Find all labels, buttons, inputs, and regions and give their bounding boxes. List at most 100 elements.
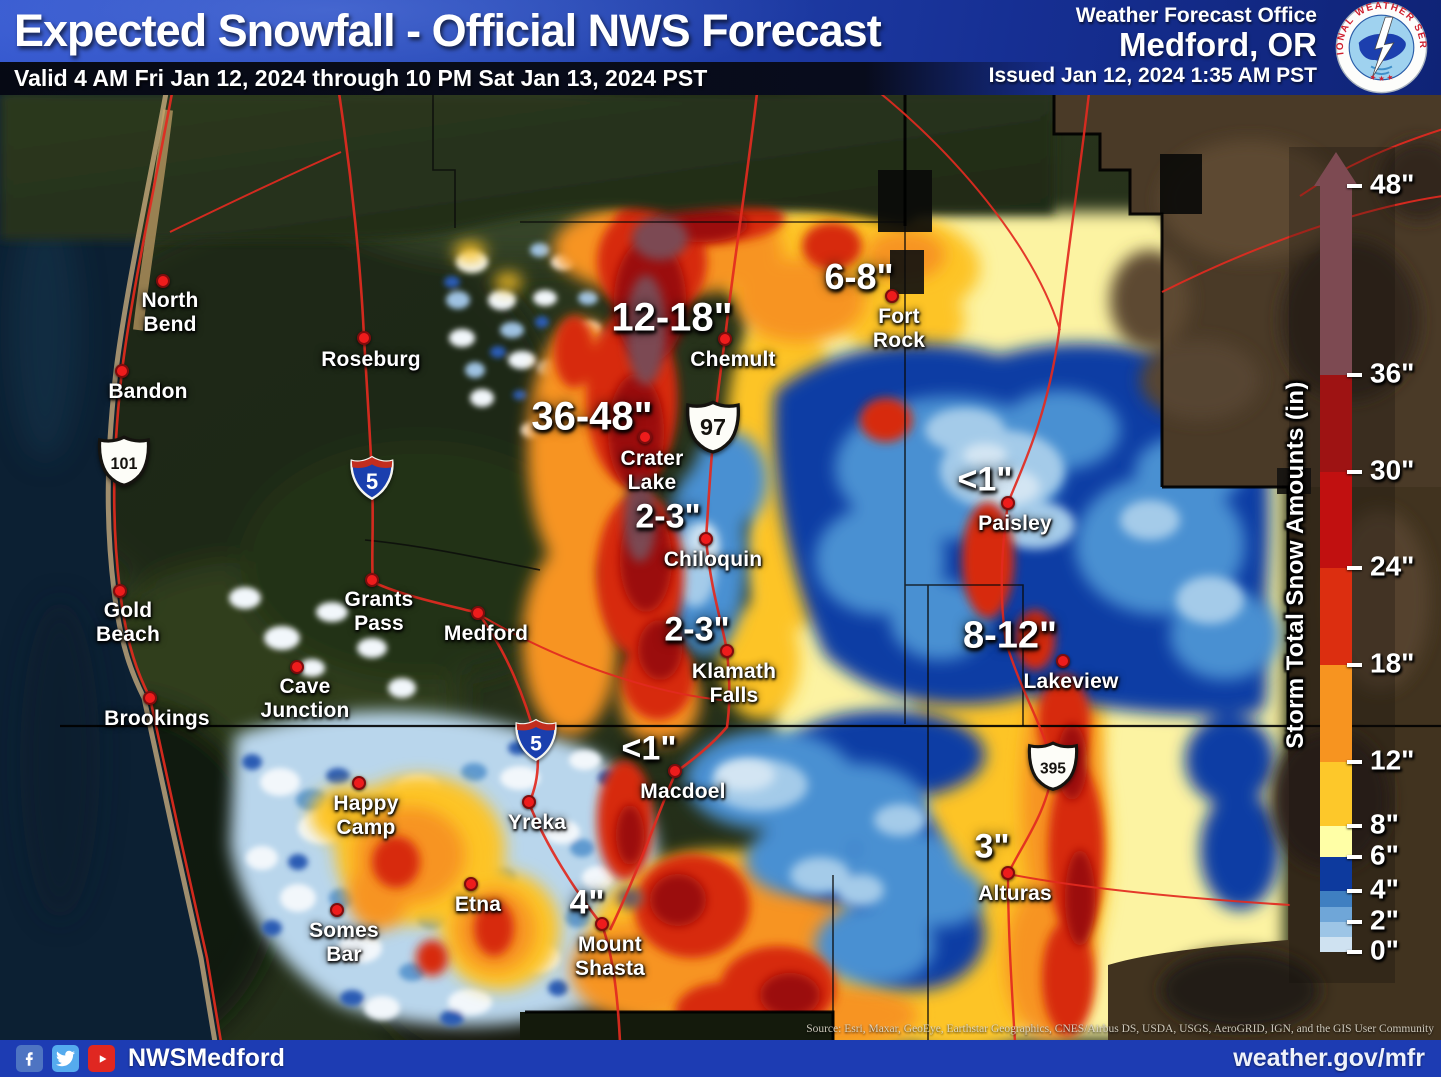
legend-segment-3-4 xyxy=(1320,891,1352,907)
legend-tick xyxy=(1347,566,1362,570)
city-dot-somes-bar xyxy=(330,903,344,917)
city-dot-brookings xyxy=(143,691,157,705)
city-dot-grants-pass xyxy=(365,573,379,587)
office-name: Weather Forecast Office xyxy=(1075,4,1317,27)
legend-tick-label: 30" xyxy=(1370,454,1415,486)
city-label-bandon: Bandon xyxy=(108,380,188,403)
snowfall-legend: Storm Total Snow Amounts (in) 48" 36" 30" 2… xyxy=(0,95,1441,1040)
website-link[interactable]: weather.gov/mfr xyxy=(1233,1044,1425,1072)
legend-segment-4-6 xyxy=(1320,857,1352,891)
footer-bar: NWSMedford weather.gov/mfr xyxy=(0,1040,1441,1077)
svg-text:5: 5 xyxy=(530,732,542,755)
city-label-chiloquin: Chiloquin xyxy=(663,548,763,571)
legend-segment-8-12 xyxy=(1320,762,1352,826)
legend-tick xyxy=(1347,760,1362,764)
forecast-map-svg xyxy=(0,95,1441,1040)
legend-tick xyxy=(1347,920,1362,924)
svg-text:97: 97 xyxy=(700,414,726,440)
legend-segment-30-36 xyxy=(1320,375,1352,472)
office-location: Medford, OR xyxy=(1119,26,1317,63)
city-dot-cave-junction xyxy=(290,660,304,674)
snow-annotation: 2-3" xyxy=(635,497,701,536)
header-bar: Expected Snowfall - Official NWS Forecas… xyxy=(0,0,1441,95)
city-dot-chemult xyxy=(718,332,732,346)
snow-annotation: 8-12" xyxy=(962,614,1058,657)
city-dot-mount-shasta xyxy=(595,917,609,931)
city-dot-crater-lake xyxy=(638,430,652,444)
county-lines xyxy=(364,95,1024,1040)
interstate-5-shield: 5 xyxy=(514,718,558,762)
legend-segment-6-8 xyxy=(1320,826,1352,857)
city-dot-bandon xyxy=(115,364,129,378)
city-dot-medford xyxy=(471,606,485,620)
source-credit: Source: Esri, Maxar, GeoEye, Earthstar G… xyxy=(806,1023,1434,1035)
youtube-icon[interactable] xyxy=(88,1045,115,1072)
legend-tick-label: 2" xyxy=(1370,904,1399,936)
city-label-macdoel: Macdoel xyxy=(640,780,726,803)
legend-title: Storm Total Snow Amounts (in) xyxy=(1282,381,1309,749)
us-route-101-shield: 101 xyxy=(96,434,152,488)
city-dot-chiloquin xyxy=(699,532,713,546)
legend-segment-36-48 xyxy=(1320,186,1352,375)
facebook-icon[interactable] xyxy=(16,1045,43,1072)
legend-segment-2-3 xyxy=(1320,907,1352,922)
north-forest-cover xyxy=(0,95,1054,241)
legend-tick-label: 18" xyxy=(1370,647,1415,679)
legend-segment-1-2 xyxy=(1320,922,1352,937)
nws-logo-icon: NATIONAL WEATHER SERVICE ★ ★ ★ xyxy=(1330,0,1429,95)
twitter-icon[interactable] xyxy=(52,1045,79,1072)
office-block: Weather Forecast Office Medford, OR Issu… xyxy=(989,4,1317,88)
legend-tick xyxy=(1347,373,1362,377)
city-label-cave-junction: Cave Junction xyxy=(260,675,350,722)
city-label-klamath-falls: Klamath Falls xyxy=(691,660,777,707)
beach xyxy=(105,95,218,1040)
city-label-north-bend: North Bend xyxy=(141,289,199,336)
snowfall-contours-maroon xyxy=(617,216,688,909)
social-handle: NWSMedford xyxy=(128,1044,285,1072)
valid-period-line: Valid 4 AM Fri Jan 12, 2024 through 10 P… xyxy=(0,62,1441,95)
us-route-97-shield: 97 xyxy=(684,399,742,455)
legend-segment-24-30 xyxy=(1320,472,1352,568)
svg-text:5: 5 xyxy=(366,469,378,494)
legend-tick xyxy=(1347,184,1362,188)
legend-segment-18-24 xyxy=(1320,568,1352,665)
legend-tick-label: 4" xyxy=(1370,873,1399,905)
city-label-somes-bar: Somes Bar xyxy=(309,919,379,966)
legend-tick-label: 12" xyxy=(1370,744,1415,776)
city-label-roseburg: Roseburg xyxy=(321,348,421,371)
legend-tick-label: 36" xyxy=(1370,357,1415,389)
city-label-paisley: Paisley xyxy=(978,512,1052,535)
legend-tick xyxy=(1347,950,1362,954)
city-dot-paisley xyxy=(1001,496,1015,510)
legend-tick-label: 24" xyxy=(1370,550,1415,582)
us-route-395-shield: 395 xyxy=(1026,740,1080,792)
city-label-yreka: Yreka xyxy=(507,811,567,834)
city-dot-gold-beach xyxy=(113,584,127,598)
snow-annotation: 36-48" xyxy=(531,394,653,439)
snow-annotation: 4" xyxy=(569,883,605,922)
svg-text:★ ★ ★: ★ ★ ★ xyxy=(1369,72,1395,83)
lava-patches xyxy=(878,154,1311,494)
snow-annotation: 12-18" xyxy=(611,295,733,340)
city-label-etna: Etna xyxy=(454,893,502,916)
svg-text:101: 101 xyxy=(111,455,138,473)
city-dot-macdoel xyxy=(668,764,682,778)
city-dot-lakeview xyxy=(1056,654,1070,668)
snow-annotation: <1" xyxy=(621,729,677,768)
snowfall-contours-palest xyxy=(691,443,1040,791)
snow-annotation: <1" xyxy=(957,460,1013,499)
city-label-crater-lake: Crater Lake xyxy=(620,447,684,494)
legend-tick-label: 0" xyxy=(1370,934,1399,966)
city-label-gold-beach: Gold Beach xyxy=(95,599,161,646)
city-dot-happy-camp xyxy=(352,776,366,790)
legend-tick xyxy=(1347,855,1362,859)
legend-tick xyxy=(1347,663,1362,667)
legend-tick-label: 6" xyxy=(1370,839,1399,871)
city-dot-alturas xyxy=(1001,866,1015,880)
city-dot-yreka xyxy=(522,795,536,809)
snow-annotation: 3" xyxy=(974,827,1010,866)
legend-tick xyxy=(1347,824,1362,828)
city-label-medford: Medford xyxy=(443,622,529,645)
legend-segment-12-18 xyxy=(1320,665,1352,762)
